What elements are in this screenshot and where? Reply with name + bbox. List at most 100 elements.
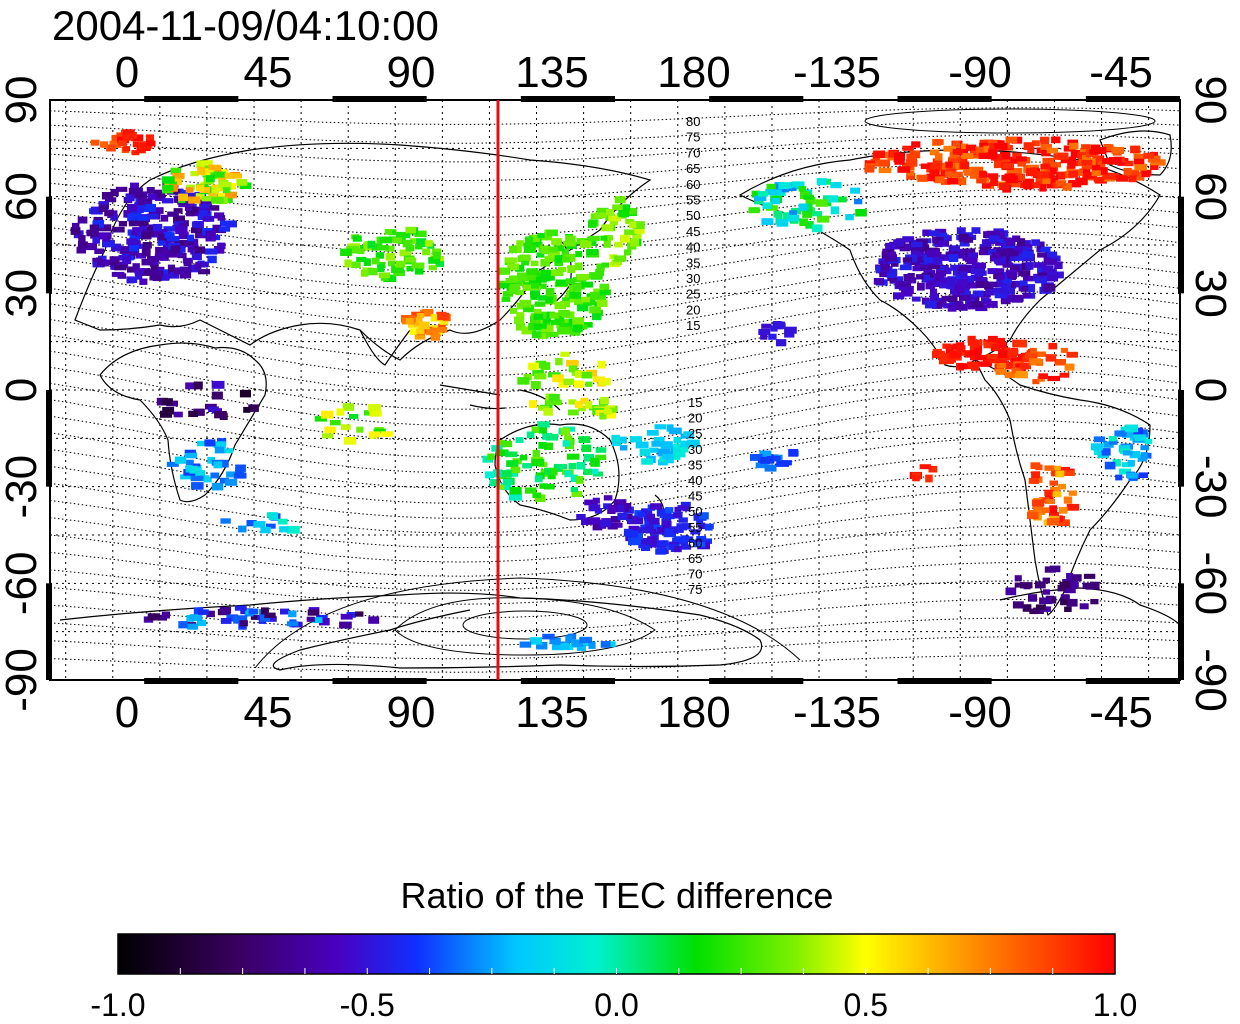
tec-cell (568, 409, 579, 416)
tec-cell (653, 436, 665, 443)
tec-cell (224, 478, 238, 486)
tec-cell (233, 615, 243, 624)
tec-cell (568, 462, 577, 470)
tec-cell (371, 243, 383, 251)
tec-cell (576, 514, 586, 520)
tec-cell (534, 301, 546, 307)
tec-cell (130, 183, 139, 190)
tec-cell (970, 353, 978, 361)
tec-cell (864, 160, 876, 166)
tec-cell (582, 300, 592, 306)
tec-cell (781, 460, 792, 466)
tec-cell (1057, 152, 1069, 160)
tec-cell (109, 256, 120, 262)
tec-cell (173, 411, 183, 418)
tec-cell (658, 459, 668, 466)
tec-cell (1028, 284, 1036, 292)
tec-cell (919, 244, 930, 252)
tec-cell (987, 173, 999, 180)
tec-cell (894, 159, 905, 165)
tec-cell (1123, 167, 1132, 176)
tec-cell (596, 263, 605, 271)
tec-cell (802, 211, 813, 218)
tec-cell (530, 381, 541, 389)
tec-cell (509, 307, 518, 314)
tec-cell (1068, 490, 1077, 496)
tec-cell (205, 175, 215, 183)
tec-cell (526, 269, 537, 275)
tec-cell (681, 544, 692, 550)
tec-cell (760, 456, 774, 464)
tec-cell (547, 472, 556, 480)
tec-cell (583, 468, 592, 476)
tec-cell (1058, 483, 1066, 490)
tec-cell (578, 436, 591, 443)
tec-cell (994, 256, 1007, 265)
tec-cell (672, 444, 682, 450)
tec-cell (1128, 175, 1137, 183)
tec-cell (515, 264, 525, 272)
tec-cell (367, 267, 378, 276)
tec-cell (647, 513, 655, 521)
tec-cell (377, 264, 385, 272)
tec-cell (958, 303, 968, 311)
tec-cell (1031, 499, 1045, 507)
tec-cell (1071, 160, 1083, 167)
contour-label: 55 (688, 520, 702, 535)
tec-cell (957, 363, 968, 370)
tec-cell (164, 232, 175, 239)
tec-cell (178, 231, 189, 239)
tec-cell (681, 536, 694, 542)
tec-cell (967, 335, 976, 343)
tec-cell (910, 249, 922, 258)
tec-cell (565, 278, 575, 285)
tec-cell (97, 259, 110, 266)
tec-cell (179, 271, 192, 279)
tec-cell (405, 318, 414, 325)
tec-cell (233, 472, 247, 479)
tec-cell (649, 523, 660, 531)
tec-cell (1022, 604, 1032, 612)
tec-cell (161, 611, 170, 619)
tec-cell (360, 269, 369, 277)
tec-cell (953, 171, 963, 177)
tec-cell (776, 186, 790, 193)
tec-cell (956, 278, 969, 286)
tec-cell (505, 257, 518, 263)
lon-tick-label: -90 (948, 688, 1012, 737)
contour-label: 70 (688, 567, 702, 582)
tec-cell (566, 453, 580, 460)
tec-cell (588, 235, 600, 242)
tec-cell (149, 261, 159, 267)
tec-cell (995, 268, 1005, 275)
tec-cell (994, 292, 1008, 299)
tec-cell (1049, 167, 1057, 175)
tec-cell (516, 312, 525, 320)
tec-cell (580, 397, 589, 404)
tec-cell (902, 257, 912, 263)
tec-cell (630, 517, 644, 525)
tec-cell (587, 220, 597, 228)
tec-cell (1116, 174, 1129, 182)
tec-cell (988, 335, 998, 343)
tec-cell (971, 364, 980, 371)
tec-cell (167, 211, 179, 217)
tec-cell (687, 439, 700, 448)
tec-cell (196, 160, 204, 169)
tec-cell (905, 159, 918, 167)
tec-cell (618, 209, 630, 218)
tec-cell (673, 437, 682, 444)
tec-cell (174, 456, 187, 464)
tec-cell (253, 521, 266, 528)
tec-cell (187, 244, 199, 253)
tec-cell (1115, 474, 1123, 481)
tec-cell (561, 248, 569, 256)
lon-tick-label: -135 (793, 688, 881, 737)
tec-cell (906, 153, 917, 160)
tec-cell (128, 220, 141, 227)
tec-cell (996, 231, 1005, 240)
tec-cell (197, 619, 207, 627)
tec-cell (1108, 436, 1117, 442)
tec-cell (574, 262, 583, 271)
lon-tick-label: 0 (115, 48, 139, 97)
